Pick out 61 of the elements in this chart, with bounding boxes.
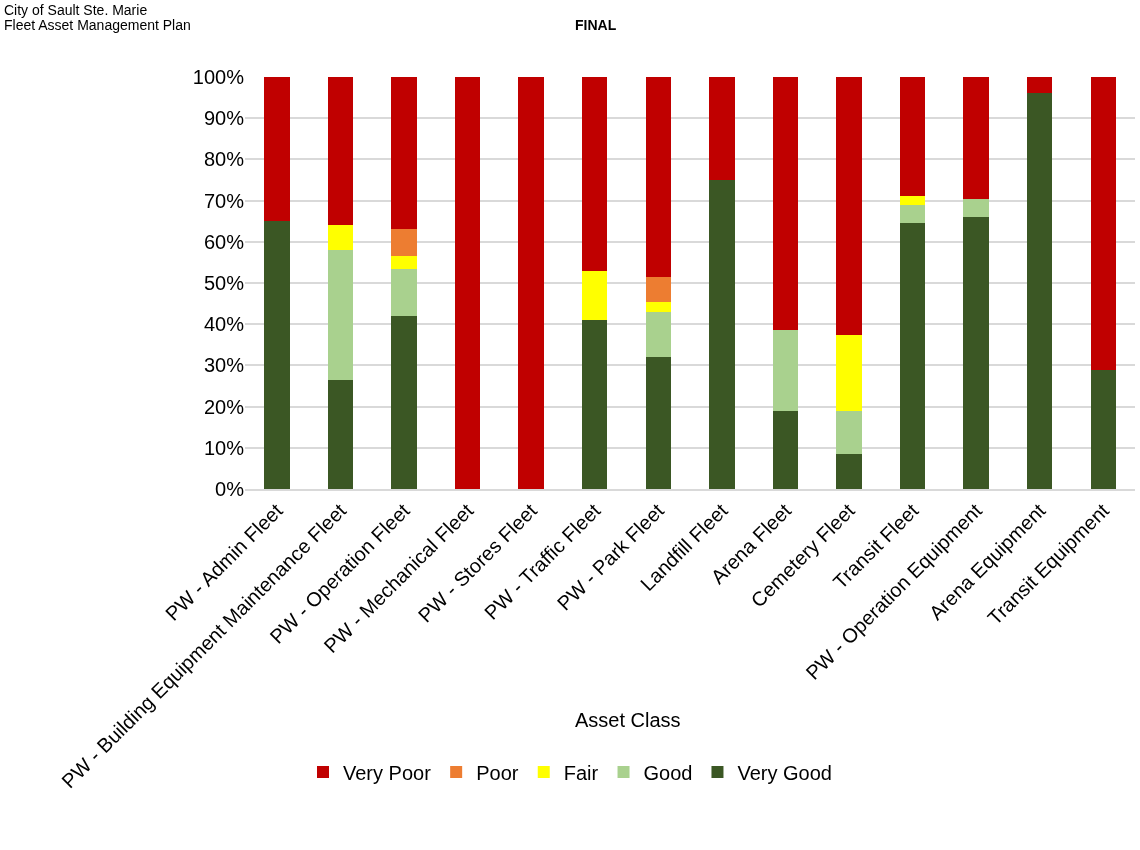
bar: [581, 77, 608, 271]
bar: [1090, 369, 1116, 489]
bar: [836, 453, 862, 489]
legend-label: Good: [643, 761, 693, 784]
bar: [836, 77, 862, 335]
y-tick-label: 60%: [203, 230, 245, 253]
bar: [899, 204, 926, 224]
x-axis-title: Asset Class: [575, 709, 681, 731]
legend-label: Very Good: [737, 761, 832, 784]
bar: [581, 270, 608, 321]
bar: [899, 196, 926, 205]
text: FINAL: [575, 17, 617, 33]
y-tick-label: 100%: [192, 66, 245, 88]
y-tick-label: 0%: [215, 478, 245, 500]
bar: [645, 357, 671, 489]
text: Fleet Asset Management Plan: [4, 17, 191, 33]
bar: [391, 268, 417, 316]
y-tick-label: 50%: [203, 272, 245, 294]
y-tick-label: 10%: [203, 436, 245, 459]
legend-label: Fair: [563, 761, 599, 784]
bar: [264, 77, 290, 222]
legend-label: Poor: [476, 761, 519, 784]
text: City of Sault Ste. Marie: [4, 2, 148, 18]
bar: [327, 379, 354, 489]
bar: [391, 315, 417, 489]
bar: [709, 180, 735, 489]
y-tick-label: 40%: [203, 313, 245, 336]
bar: [391, 77, 417, 230]
bar: [772, 410, 799, 489]
bar: [836, 334, 862, 411]
bar: [963, 77, 989, 199]
y-tick-label: 70%: [203, 189, 245, 212]
bar: [518, 77, 544, 489]
y-tick-label: 90%: [203, 107, 245, 130]
bar: [709, 77, 735, 180]
y-tick-label: 30%: [203, 354, 245, 377]
legend-label: Very Poor: [343, 761, 432, 784]
bar: [327, 77, 354, 226]
bar: [264, 221, 290, 489]
bar: [327, 250, 354, 380]
bar: [1026, 93, 1053, 489]
bar: [772, 330, 799, 411]
bar: [772, 77, 799, 331]
bar: [454, 77, 481, 489]
bar: [836, 410, 862, 454]
bar: [391, 229, 417, 257]
bar: [645, 276, 671, 302]
bar: [1026, 77, 1053, 94]
bar: [581, 320, 608, 489]
bar: [899, 77, 926, 197]
bar: [645, 77, 671, 277]
y-tick-label: 20%: [203, 395, 245, 418]
bar: [645, 301, 671, 312]
bar: [963, 217, 989, 489]
bar: [899, 223, 926, 489]
bar: [391, 256, 417, 269]
bar: [645, 311, 671, 358]
bar: [327, 225, 354, 251]
y-tick-label: 80%: [203, 148, 245, 171]
bar: [963, 198, 989, 218]
bar: [1090, 77, 1116, 370]
